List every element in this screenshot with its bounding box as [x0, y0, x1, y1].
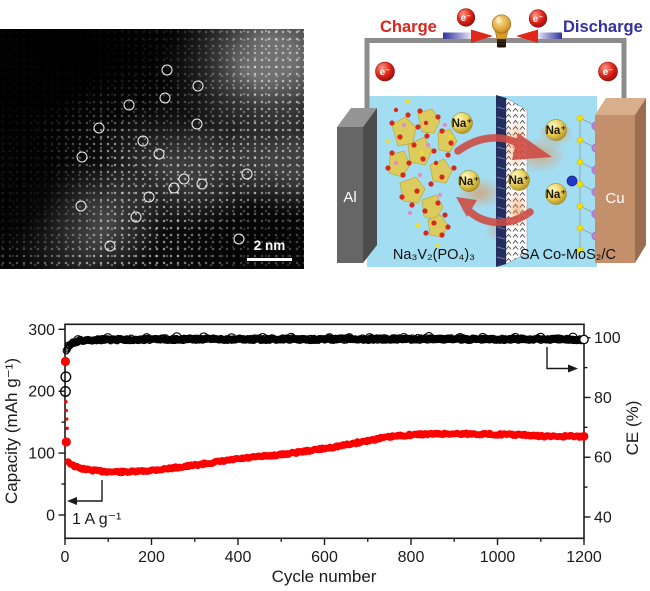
single-atom-marker [123, 99, 135, 111]
discharge-arrow [516, 29, 562, 43]
electron-icon: e⁻ [380, 67, 391, 78]
svg-text:200: 200 [138, 549, 165, 566]
svg-text:200: 200 [28, 384, 55, 401]
rate-annotation: 1 A g⁻¹ [72, 511, 121, 528]
single-atom-marker [191, 118, 203, 130]
sodium-ions: Na⁺ Na⁺ Na⁺ Na⁺ Na⁺ [451, 112, 567, 205]
single-atom-marker [178, 173, 190, 185]
single-atom-marker [153, 148, 165, 160]
anode-material-label: Na₃V₂(PO₄)₃ [393, 247, 475, 263]
single-atom-marker [143, 191, 155, 203]
plot-area: 0 200 400 600 800 1000 1200 0 100 200 300 40 60 80 100 [28, 322, 621, 566]
electron-icon: e⁻ [461, 13, 472, 24]
svg-text:80: 80 [594, 390, 612, 407]
svg-text:100: 100 [28, 446, 55, 463]
svg-text:800: 800 [398, 549, 425, 566]
na-ion-label: Na⁺ [452, 118, 473, 130]
charge-arrow [443, 29, 493, 43]
scale-bar-label: 2 nm [253, 238, 286, 253]
svg-text:400: 400 [225, 549, 252, 566]
svg-text:0: 0 [46, 508, 55, 525]
discharge-label: Discharge [563, 18, 643, 36]
rate-annotation-arrow [67, 480, 103, 505]
single-atom-marker [168, 182, 180, 194]
single-atom-marker [241, 168, 253, 180]
nvp-crystal-structure [385, 98, 458, 247]
na-ion-label: Na⁺ [546, 125, 567, 137]
cathode-material-label: SA Co-MoS₂/C [520, 247, 616, 263]
na-ion-label: Na⁺ [509, 175, 530, 187]
single-atom-marker [104, 240, 116, 252]
circuit-wire [364, 38, 627, 119]
cu-electrode-label: Cu [605, 190, 624, 207]
ion-flow-arrows [454, 133, 552, 227]
al-electrode-label: Al [343, 189, 356, 206]
charge-label: Charge [380, 18, 437, 36]
y-left-axis-title: Capacity (mAh g⁻¹) [2, 358, 21, 504]
x-axis-title: Cycle number [272, 567, 377, 586]
light-bulb [491, 14, 512, 48]
aluminum-electrode: Al [337, 108, 377, 263]
y-right-axis-title: CE (%) [623, 401, 642, 456]
svg-text:100: 100 [594, 330, 621, 347]
electron-icon: e⁻ [533, 14, 544, 25]
ce-axis-arrow [546, 347, 578, 373]
cobalt-single-atom [566, 175, 578, 187]
single-atom-marker [192, 80, 204, 92]
na-ion-label: Na⁺ [546, 189, 567, 201]
single-atom-marker [159, 92, 171, 104]
svg-text:1000: 1000 [480, 549, 516, 566]
single-atom-marker [137, 135, 149, 147]
svg-text:0: 0 [61, 549, 70, 566]
single-atom-marker [130, 211, 142, 223]
svg-text:300: 300 [28, 322, 55, 339]
svg-text:60: 60 [594, 450, 612, 467]
single-atom-marker [76, 151, 88, 163]
electron-icon: e⁻ [603, 67, 614, 78]
electrons: e⁻ e⁻ e⁻ e⁻ [375, 8, 618, 82]
single-atom-marker [161, 64, 173, 76]
single-atom-marker [93, 122, 105, 134]
stem-image-panel: 2 nm [0, 29, 304, 269]
svg-text:1200: 1200 [566, 549, 602, 566]
battery-schematic: Na⁺ Na⁺ Na⁺ Na⁺ Na⁺ Al [337, 8, 646, 267]
na-ion-label: Na⁺ [459, 176, 480, 188]
scale-bar [247, 258, 292, 261]
svg-text:600: 600 [311, 549, 338, 566]
single-atom-marker [233, 233, 245, 245]
single-atom-marker [196, 178, 208, 190]
cycling-chart: 0 200 400 600 800 1000 1200 0 100 200 300 40 60 80 100… [2, 322, 642, 586]
copper-electrode: Cu [595, 98, 646, 263]
svg-text:40: 40 [594, 510, 612, 527]
single-atom-marker [75, 200, 87, 212]
